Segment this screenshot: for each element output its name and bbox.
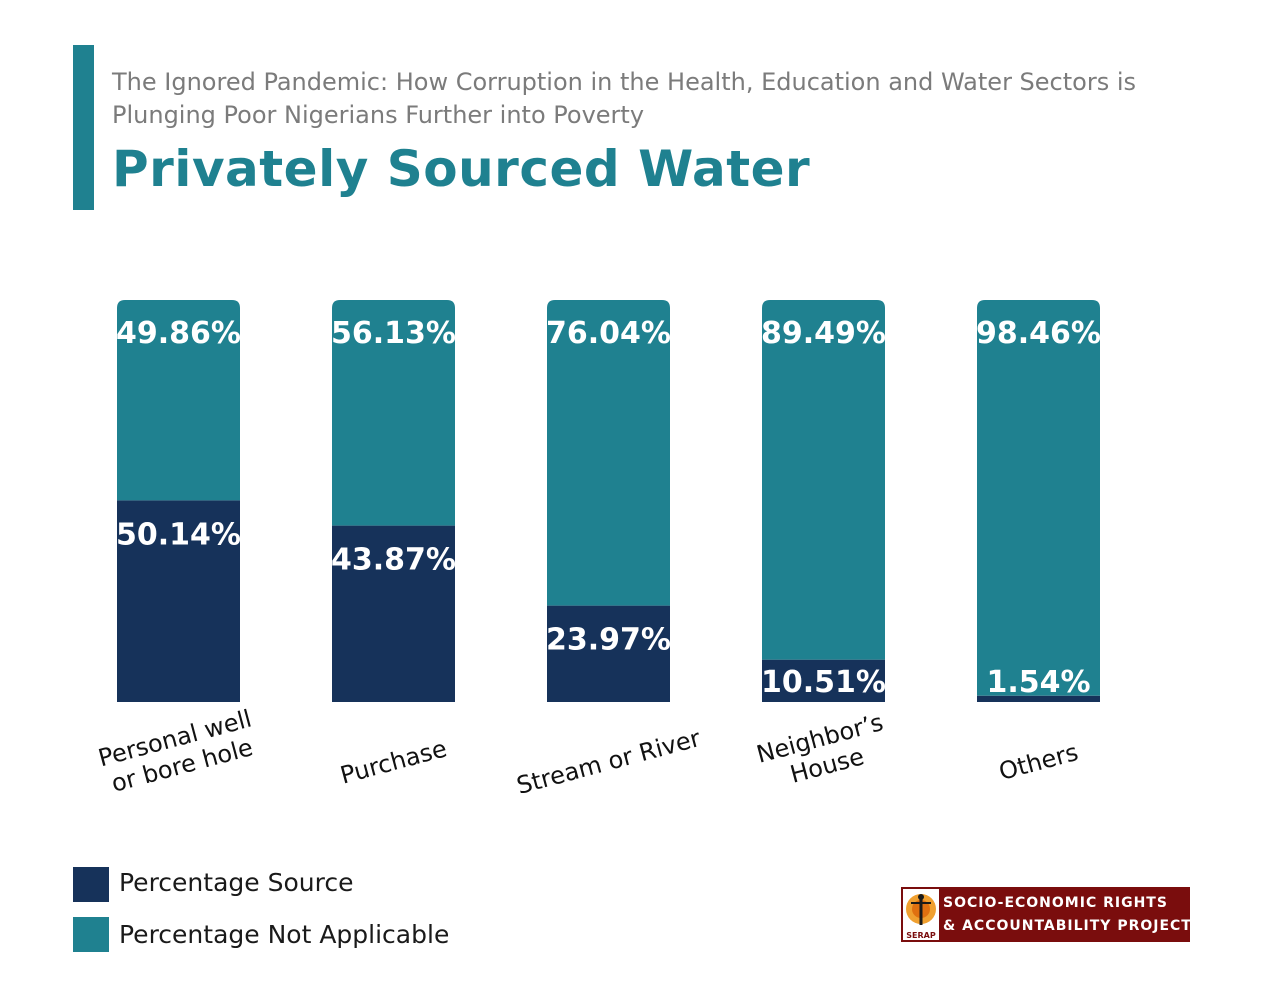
value-label-not-applicable-2: 76.04%	[546, 316, 671, 351]
value-label-not-applicable-0: 49.86%	[116, 316, 241, 351]
category-label-2: Stream or River	[514, 724, 704, 800]
bar-source-3	[762, 659, 885, 702]
report-subtitle: The Ignored Pandemic: How Corruption in …	[112, 68, 1137, 129]
bar-not-applicable-1	[332, 300, 455, 526]
category-label-4: Others	[996, 738, 1081, 786]
bar-source-4	[977, 695, 1100, 702]
legend-label-not-applicable: Percentage Not Applicable	[119, 920, 450, 949]
category-label-line: Stream or River	[514, 724, 704, 800]
value-label-source-0: 50.14%	[116, 517, 241, 552]
category-label-line: Others	[996, 738, 1081, 786]
value-label-source-3: 10.51%	[761, 665, 886, 700]
bar-source-0	[117, 500, 240, 702]
bar-not-applicable-4	[977, 300, 1100, 696]
legend-swatch-not-applicable	[73, 917, 109, 952]
bar-not-applicable-0	[117, 300, 240, 501]
value-label-source-1: 43.87%	[331, 543, 456, 578]
category-label-1: Purchase	[337, 734, 450, 789]
stacked-bar-chart: 49.86% 50.14% 56.13% 43.87% 76.04% 23.97% 89.4…	[95, 300, 1101, 800]
legend-label-source: Percentage Source	[119, 868, 354, 897]
chart-title: Privately Sourced Water	[112, 140, 811, 198]
bar-not-applicable-2	[547, 300, 670, 606]
serap-logo: SERAP SOCIO-ECONOMIC RIGHTS & ACCOUNTABI…	[901, 887, 1190, 942]
category-label-line: Purchase	[337, 734, 450, 789]
legend-swatch-source	[73, 867, 109, 902]
bar-not-applicable-3	[762, 300, 885, 660]
logo-line-2: & ACCOUNTABILITY PROJECT	[943, 918, 1190, 934]
logo-line-1: SOCIO-ECONOMIC RIGHTS	[943, 895, 1168, 911]
serap-emblem-icon: SERAP	[903, 889, 939, 940]
value-label-not-applicable-4: 98.46%	[976, 316, 1101, 351]
value-label-source-2: 23.97%	[546, 623, 671, 658]
value-label-not-applicable-3: 89.49%	[761, 316, 886, 351]
value-label-source-4: 1.54%	[986, 665, 1090, 700]
value-label-not-applicable-1: 56.13%	[331, 316, 456, 351]
title-accent-bar	[73, 45, 94, 210]
bar-source-2	[547, 605, 670, 702]
bar-source-1	[332, 525, 455, 702]
logo-abbr: SERAP	[906, 931, 936, 940]
